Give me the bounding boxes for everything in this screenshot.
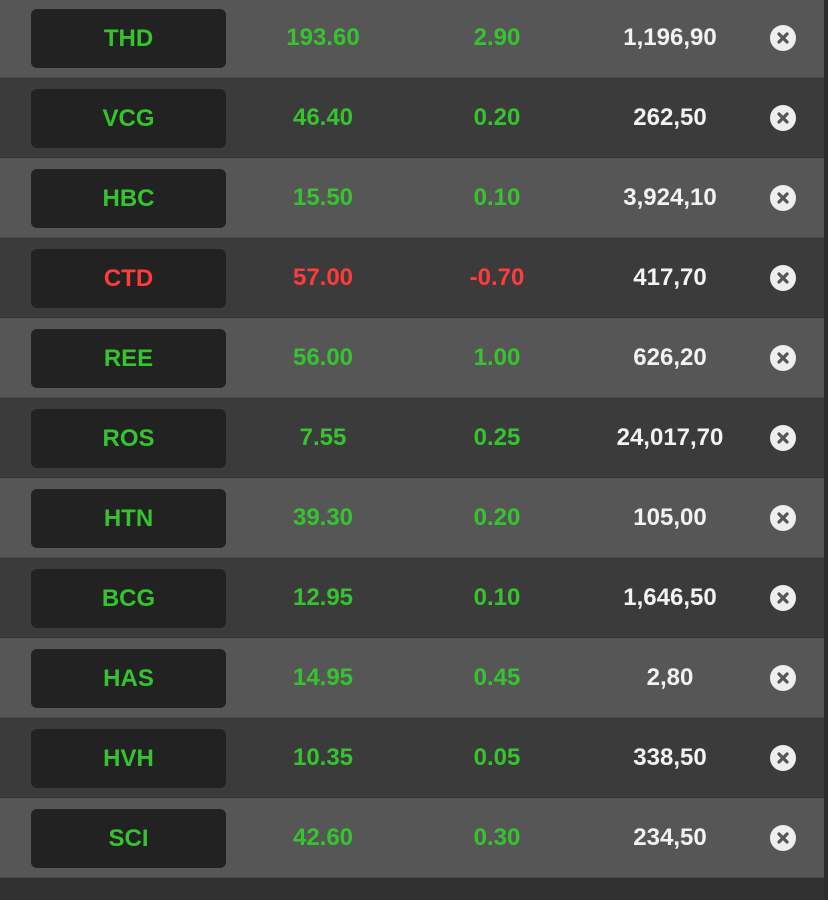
ticker-symbol-button[interactable]: HVH: [31, 729, 226, 788]
price: 42.60: [292, 824, 354, 851]
close-circle-icon: [777, 192, 789, 204]
remove-button[interactable]: [770, 345, 796, 371]
price: 15.50: [292, 184, 354, 211]
ticker-symbol-button[interactable]: HTN: [31, 489, 226, 548]
volume: 338,50: [633, 744, 707, 771]
close-circle-icon: [777, 752, 789, 764]
price-change: 0.25: [473, 424, 521, 451]
scrollbar-track[interactable]: [824, 0, 828, 900]
ticker-symbol-button[interactable]: HAS: [31, 649, 226, 708]
close-circle-icon: [777, 272, 789, 284]
remove-button[interactable]: [770, 265, 796, 291]
watchlist: THD 193.60 2.90 1,196,90 VCG 46.40 0.20 262,50 H…: [0, 0, 824, 878]
price: 14.95: [292, 664, 354, 691]
close-circle-icon: [777, 112, 789, 124]
ticker-symbol-button[interactable]: SCI: [31, 809, 226, 868]
price: 10.35: [292, 744, 354, 771]
price-change: 0.45: [473, 664, 521, 691]
volume: 24,017,70: [616, 424, 724, 451]
remove-button[interactable]: [770, 105, 796, 131]
volume: 626,20: [633, 344, 707, 371]
remove-button[interactable]: [770, 745, 796, 771]
watchlist-row[interactable]: VCG 46.40 0.20 262,50: [0, 78, 824, 158]
price: 57.00: [292, 264, 354, 291]
price-change: 0.30: [473, 824, 521, 851]
remove-button[interactable]: [770, 825, 796, 851]
volume: 3,924,10: [623, 184, 717, 211]
close-circle-icon: [777, 672, 789, 684]
remove-button[interactable]: [770, 425, 796, 451]
ticker-symbol-button[interactable]: CTD: [31, 249, 226, 308]
watchlist-row[interactable]: HAS 14.95 0.45 2,80: [0, 638, 824, 718]
close-circle-icon: [777, 432, 789, 444]
price: 39.30: [292, 504, 354, 531]
remove-button[interactable]: [770, 25, 796, 51]
watchlist-row[interactable]: CTD 57.00 -0.70 417,70: [0, 238, 824, 318]
volume: 262,50: [633, 104, 707, 131]
watchlist-row[interactable]: ROS 7.55 0.25 24,017,70: [0, 398, 824, 478]
volume: 234,50: [633, 824, 707, 851]
close-circle-icon: [777, 352, 789, 364]
watchlist-row[interactable]: HVH 10.35 0.05 338,50: [0, 718, 824, 798]
price-change: 2.90: [473, 24, 521, 51]
remove-button[interactable]: [770, 585, 796, 611]
ticker-symbol-button[interactable]: HBC: [31, 169, 226, 228]
price-change: 0.20: [473, 504, 521, 531]
price-change: 0.05: [473, 744, 521, 771]
close-circle-icon: [777, 512, 789, 524]
price-change: 1.00: [473, 344, 521, 371]
list-footer: [0, 878, 824, 900]
price: 56.00: [292, 344, 354, 371]
ticker-symbol-button[interactable]: THD: [31, 9, 226, 68]
volume: 1,196,90: [623, 24, 717, 51]
ticker-symbol-button[interactable]: VCG: [31, 89, 226, 148]
remove-button[interactable]: [770, 505, 796, 531]
price: 193.60: [286, 24, 360, 51]
close-circle-icon: [777, 32, 789, 44]
ticker-symbol-button[interactable]: ROS: [31, 409, 226, 468]
ticker-symbol-button[interactable]: BCG: [31, 569, 226, 628]
remove-button[interactable]: [770, 665, 796, 691]
watchlist-row[interactable]: REE 56.00 1.00 626,20: [0, 318, 824, 398]
watchlist-row[interactable]: SCI 42.60 0.30 234,50: [0, 798, 824, 878]
ticker-symbol-button[interactable]: REE: [31, 329, 226, 388]
price: 46.40: [292, 104, 354, 131]
price-change: 0.10: [473, 584, 521, 611]
volume: 105,00: [633, 504, 707, 531]
price-change: 0.10: [473, 184, 521, 211]
watchlist-row[interactable]: THD 193.60 2.90 1,196,90: [0, 0, 824, 78]
volume: 1,646,50: [623, 584, 717, 611]
price: 12.95: [292, 584, 354, 611]
close-circle-icon: [777, 832, 789, 844]
volume: 417,70: [633, 264, 707, 291]
watchlist-row[interactable]: HTN 39.30 0.20 105,00: [0, 478, 824, 558]
price: 7.55: [299, 424, 347, 451]
watchlist-row[interactable]: HBC 15.50 0.10 3,924,10: [0, 158, 824, 238]
watchlist-row[interactable]: BCG 12.95 0.10 1,646,50: [0, 558, 824, 638]
volume: 2,80: [646, 664, 694, 691]
price-change: 0.20: [473, 104, 521, 131]
price-change: -0.70: [469, 264, 525, 291]
remove-button[interactable]: [770, 185, 796, 211]
close-circle-icon: [777, 592, 789, 604]
